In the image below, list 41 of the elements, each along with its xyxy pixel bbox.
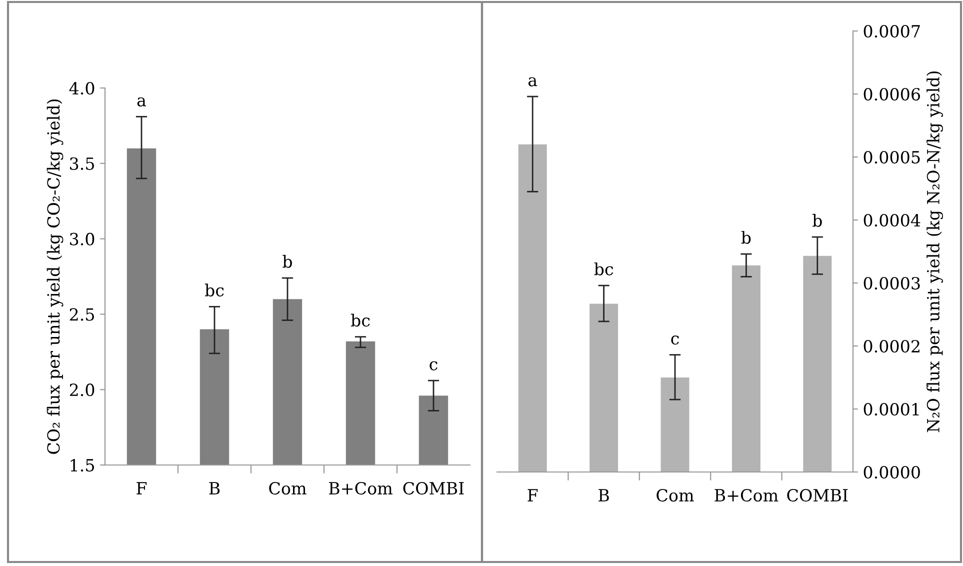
x-tick-label: F (136, 482, 147, 494)
bar (590, 304, 618, 472)
y-axis-title: N₂O flux per unit yield (kg N₂O-N/kg yield) (926, 71, 943, 432)
annotation: c (430, 361, 438, 370)
x-tick-label: Com (269, 482, 306, 495)
y-tick-label: 3.5 (70, 157, 94, 170)
bar (732, 265, 760, 472)
x-tick-label: COMBI (403, 482, 464, 495)
y-tick-label: 1.5 (70, 458, 94, 472)
y-tick-label: 0.0004 (864, 214, 920, 227)
x-tick-label: Com (656, 488, 694, 502)
annotation: bc (204, 284, 224, 296)
annotation: bc (594, 262, 614, 276)
annotation: a (137, 97, 146, 106)
x-tick-label: B (598, 489, 609, 502)
y-tick-label: 0.0003 (864, 276, 920, 290)
y-tick-label: 0.0001 (864, 402, 919, 416)
y-tick-label: 0.0000 (864, 466, 920, 479)
bar (518, 144, 547, 472)
bar (803, 256, 832, 472)
annotation: bc (350, 314, 370, 327)
annotation: b (812, 214, 822, 227)
bar (660, 378, 690, 472)
y-tick-label: 3.0 (70, 232, 94, 246)
annotation: c (671, 336, 679, 345)
annotation: b (741, 230, 751, 244)
x-tick-label: F (528, 489, 538, 502)
annotation: a (528, 77, 538, 86)
y-axis-title: CO₂ flux per unit yield (kg CO₂-C/kg yield) (46, 99, 64, 454)
y-tick-label: 0.0007 (864, 24, 920, 38)
y-tick-label: 0.0006 (864, 88, 920, 101)
x-tick-label: B (209, 482, 220, 494)
annotation: b (282, 254, 292, 268)
x-tick-label: B+Com (714, 488, 778, 502)
y-tick-label: 4.0 (69, 82, 94, 95)
x-tick-label: B+Com (329, 482, 392, 495)
y-tick-label: 2.5 (70, 308, 94, 321)
x-tick-label: COMBI (787, 488, 848, 502)
y-tick-label: 0.0005 (864, 150, 920, 164)
y-tick-label: 2.0 (70, 384, 94, 396)
y-tick-label: 0.0002 (864, 340, 920, 353)
